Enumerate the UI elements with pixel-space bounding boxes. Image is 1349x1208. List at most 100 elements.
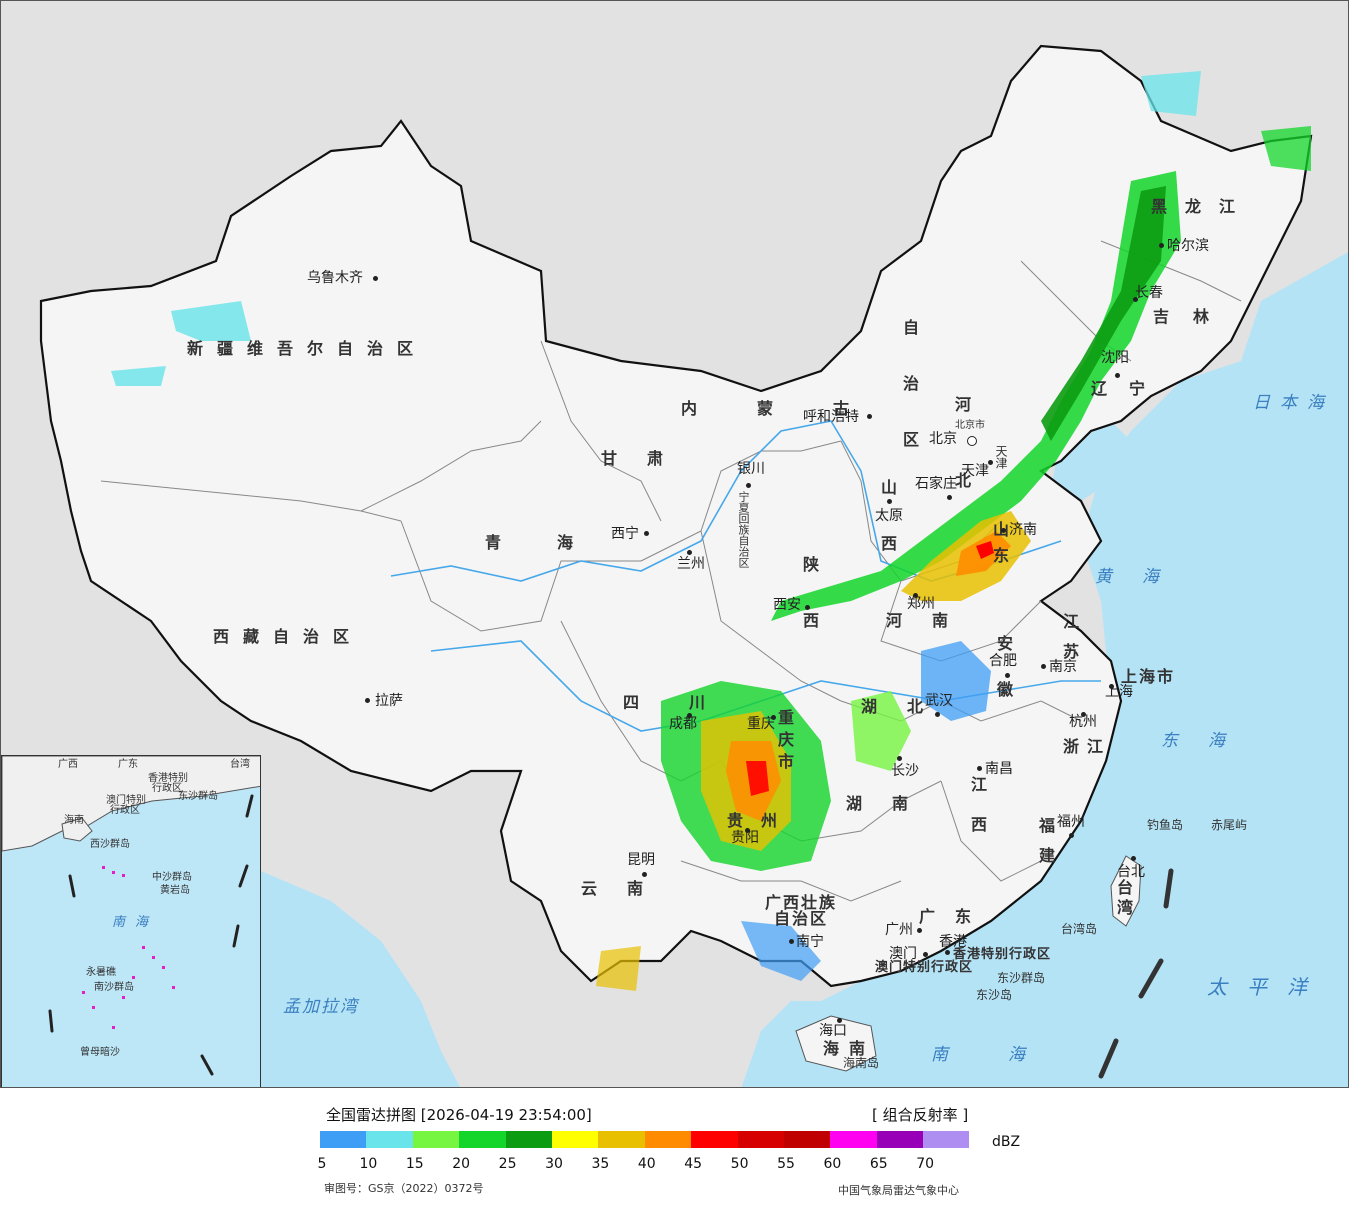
color-swatch	[320, 1131, 367, 1148]
city-label-taibei: 台北	[1117, 864, 1145, 880]
region-label-qinghai: 青海	[485, 533, 630, 552]
city-marker	[1041, 664, 1046, 669]
inset-label-zhongsha: 中沙群岛	[152, 872, 192, 883]
region-label-shanghai: 上海市	[1121, 667, 1176, 686]
tick-label: 20	[452, 1156, 471, 1172]
inset-reef-dots	[82, 866, 175, 1029]
city-label-nanjing: 南京	[1049, 659, 1077, 675]
city-label-xianggang: 香港	[939, 934, 967, 950]
inset-label-mc2: 行政区	[110, 805, 140, 816]
region-label-chongqing: 重庆市	[775, 709, 794, 775]
city-marker	[745, 828, 750, 833]
city-label-wulumuqi: 乌鲁木齐	[307, 270, 363, 286]
sea-label-nanhai: 南海	[931, 1045, 1085, 1065]
city-marker	[923, 952, 928, 957]
sea-label-ribenhai: 日本海	[1253, 393, 1334, 413]
sea-label-taipingyang: 太平洋	[1207, 975, 1327, 999]
south-china-sea-inset: 广东 台湾 广西 香港特别 行政区 澳门特别 行政区 东沙群岛 海南 西沙群岛 …	[1, 755, 261, 1087]
tick-label: 5	[317, 1156, 327, 1172]
city-marker	[913, 593, 918, 598]
region-label-hubei: 湖北	[861, 697, 954, 716]
region-label-neimenggu-zizhiqu: 自治区	[900, 319, 919, 487]
city-label-shijiazhuang: 石家庄	[915, 476, 957, 492]
region-label-zhejiang: 浙江	[1063, 737, 1112, 756]
inset-label-taiwan: 台湾	[230, 759, 250, 770]
region-label-jilin: 吉林	[1153, 307, 1234, 326]
city-marker	[1131, 856, 1136, 861]
legend-panel: 全国雷达拼图 [2026-04-19 23:54:00] [ 组合反射率 ] d…	[0, 1088, 1349, 1208]
city-marker	[837, 1018, 842, 1023]
city-label-xining: 西宁	[611, 526, 639, 542]
city-marker	[687, 713, 692, 718]
city-marker	[771, 715, 776, 720]
region-label-liaoning: 辽宁	[1091, 379, 1168, 398]
region-label-guangdong: 广东	[919, 907, 992, 926]
city-marker	[1001, 528, 1006, 533]
city-label-changchun: 长春	[1135, 285, 1163, 301]
island-label-diaoyudao: 钓鱼岛	[1147, 818, 1184, 832]
inset-hainan	[61, 817, 93, 842]
city-marker	[687, 550, 692, 555]
region-label-heilongjiang: 黑龙江	[1151, 197, 1254, 216]
city-label-wuhan: 武汉	[925, 693, 953, 709]
city-label-lanzhou: 兰州	[677, 556, 705, 572]
inset-label-nanhai: 南海	[112, 915, 159, 930]
city-label-lasa: 拉萨	[375, 693, 403, 709]
city-marker	[1005, 673, 1010, 678]
capital-marker	[967, 436, 977, 446]
region-label-gansu: 甘肃	[601, 449, 694, 468]
region-label-hainan: 海南	[823, 1039, 876, 1058]
region-label-aomen: 澳门特别行政区	[875, 960, 974, 975]
island-label-dongshaqundao: 东沙群岛	[997, 971, 1046, 985]
tick-label: 65	[869, 1156, 888, 1172]
city-label-taiyuan: 太原	[875, 508, 903, 524]
city-label-xian: 西安	[773, 597, 801, 613]
radar-echoes	[111, 71, 1311, 991]
tick-label: 30	[545, 1156, 563, 1172]
source-credit: 中国气象局雷达气象中心	[838, 1184, 959, 1197]
city-marker	[746, 483, 751, 488]
region-label-shanxi: 山西	[878, 479, 897, 591]
region-label-xizang: 西藏自治区	[213, 627, 364, 646]
color-swatch	[737, 1131, 784, 1148]
city-label-beijing: 北京	[929, 431, 957, 447]
sea-label-huanghai: 黄海	[1095, 567, 1189, 587]
color-swatch	[876, 1131, 924, 1148]
color-scale-bar	[320, 1131, 970, 1148]
color-swatch	[783, 1131, 831, 1148]
region-label-hunan: 湖南	[846, 794, 939, 813]
bay-of-bengal	[261, 871, 460, 1087]
region-label-xianggang: 香港特别行政区	[953, 947, 1052, 962]
maritime-dash-lines	[1098, 868, 1174, 1079]
inset-dash-lines	[48, 794, 254, 1076]
inset-label-zengmu: 曾母暗沙	[80, 1047, 120, 1058]
region-label-fujian: 福建	[1036, 817, 1055, 877]
city-label-jinan: 济南	[1009, 522, 1037, 538]
city-label-nanning: 南宁	[796, 934, 824, 950]
city-label-beijing-shi: 北京市	[955, 420, 985, 431]
china-land	[39, 44, 1313, 988]
color-swatch	[551, 1131, 599, 1148]
city-label-hefei: 合肥	[989, 653, 1017, 669]
city-marker	[867, 414, 872, 419]
city-label-tianjin: 天津	[961, 463, 989, 479]
city-label-chengdu: 成都	[669, 716, 697, 732]
city-marker	[988, 460, 993, 465]
region-label-shandong: 山东	[990, 521, 1009, 573]
color-swatch	[691, 1131, 738, 1148]
sea-label-donghai: 东海	[1161, 731, 1255, 751]
tick-label: 35	[591, 1156, 610, 1172]
product-name: [ 组合反射率 ]	[872, 1106, 969, 1124]
inset-label-hk2: 行政区	[152, 783, 182, 794]
tick-label: 55	[777, 1156, 795, 1172]
city-marker	[789, 939, 794, 944]
city-label-zhengzhou: 郑州	[907, 596, 935, 612]
inset-canvas	[2, 756, 260, 1076]
city-marker	[917, 928, 922, 933]
region-label-anhui: 安徽	[994, 635, 1013, 727]
city-marker	[947, 495, 952, 500]
region-label-sichuan: 四川	[623, 693, 756, 712]
region-label-taiwan: 台湾	[1114, 879, 1133, 919]
region-label-jiangxi: 江西	[968, 776, 987, 856]
inset-label-guangdong: 广东	[118, 759, 138, 770]
